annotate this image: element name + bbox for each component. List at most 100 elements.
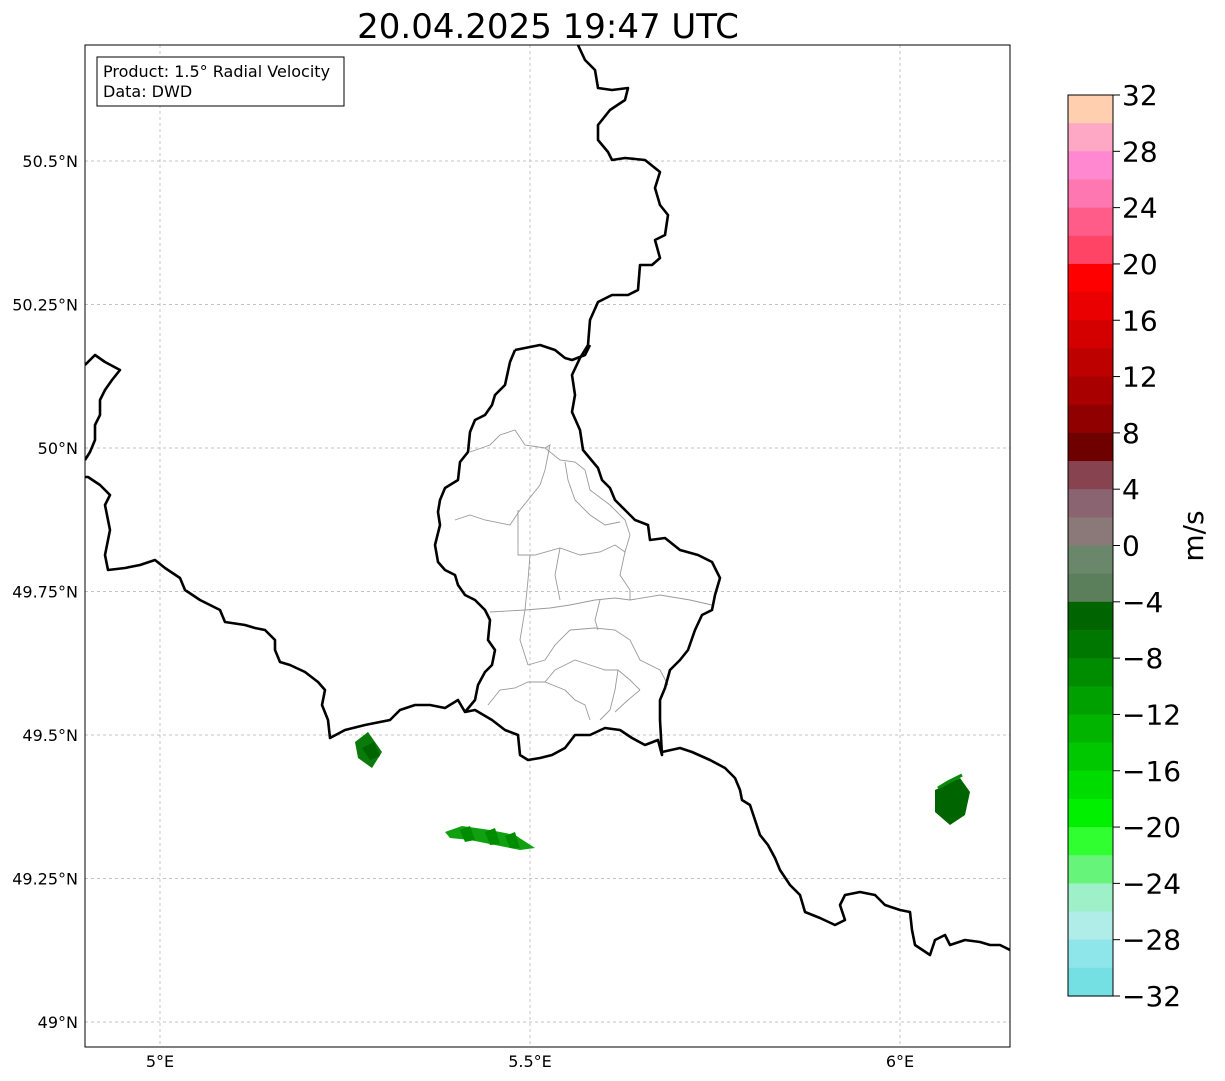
echo-pixel [1164, 385, 1169, 387]
echo-pixel [1200, 363, 1203, 367]
colorbar-tick-label-0: 32 [1122, 79, 1158, 112]
colorbar-tick-label-13: −20 [1122, 811, 1181, 844]
echo-pixel [1194, 437, 1199, 439]
echo-pixel [1163, 477, 1165, 479]
echo-cluster-south [445, 826, 535, 850]
echo-pixel [1211, 459, 1213, 461]
colorbar-segment-17 [1068, 573, 1113, 603]
echo-pixel [1166, 310, 1171, 313]
echo-pixel [1162, 421, 1165, 424]
colorbar-segment-2 [1068, 151, 1113, 181]
echo-pixel [1199, 309, 1203, 310]
echo-pixel [1151, 435, 1155, 438]
colorbar-segment-10 [1068, 376, 1113, 406]
echo-pixel [1147, 338, 1151, 340]
echo-pixel [1153, 414, 1157, 416]
echo-pixel [1209, 382, 1212, 385]
colorbar-tick-label-2: 24 [1122, 192, 1158, 225]
colorbar-segment-21 [1068, 686, 1113, 716]
colorbar-segment-8 [1068, 320, 1113, 350]
echo-pixel [1200, 262, 1204, 265]
colorbar-segment-11 [1068, 404, 1113, 434]
colorbar-segment-5 [1068, 235, 1113, 265]
colorbar-segment-25 [1068, 798, 1113, 828]
colorbar-segment-29 [1068, 911, 1113, 941]
echo-pixel [1174, 403, 1177, 407]
echo-pixel [1195, 387, 1200, 389]
colorbar-tick-label-5: 12 [1122, 361, 1158, 394]
radar-velocity-echoes [355, 262, 1224, 850]
colorbar-segment-16 [1068, 545, 1113, 575]
colorbar-segment-18 [1068, 601, 1113, 631]
echo-pixel [1209, 475, 1213, 476]
echo-pixel [1213, 323, 1217, 325]
echo-pixel [1163, 379, 1167, 381]
colorbar-segment-3 [1068, 179, 1113, 209]
echo-pixel [1139, 400, 1142, 401]
colorbar-segment-13 [1068, 461, 1113, 490]
echo-pixel [1181, 282, 1184, 285]
colorbar-segment-6 [1068, 263, 1113, 293]
lat-tick-label-3: 49.75°N [12, 583, 78, 602]
echo-pixel [1176, 342, 1181, 345]
echo-pixel [1208, 310, 1213, 312]
echo-pixel [1164, 290, 1168, 291]
colorbar-tick-label-14: −24 [1122, 867, 1181, 900]
gridlines [85, 45, 1010, 1047]
echo-pixel [1220, 327, 1224, 329]
echo-pixel [1216, 370, 1219, 372]
echo-pixel [1166, 349, 1168, 351]
echo-pixel [1159, 439, 1164, 441]
echo-pixel [1152, 402, 1156, 405]
colorbar-tick-label-1: 28 [1122, 135, 1158, 168]
colorbar-segment-9 [1068, 348, 1113, 378]
lat-tick-label-5: 49.25°N [12, 870, 78, 889]
info-box: Product: 1.5° Radial Velocity Data: DWD [96, 56, 345, 107]
lat-tick-label-6: 49°N [38, 1013, 78, 1032]
echo-pixel [1188, 307, 1191, 309]
canton-boundaries [454, 429, 713, 721]
colorbar-segment-26 [1068, 827, 1113, 856]
echo-pixel [1182, 468, 1185, 470]
echo-pixel [1162, 325, 1165, 326]
colorbar-segment-19 [1068, 629, 1113, 659]
echo-pixel [1206, 348, 1211, 351]
echo-pixel [1190, 316, 1192, 318]
echo-cluster-southeast [935, 773, 970, 825]
colorbar-unit-label: m/s [1177, 510, 1210, 561]
echo-pixel [1167, 459, 1170, 462]
echo-pixel [1174, 419, 1176, 422]
colorbar-segment-31 [1068, 967, 1113, 997]
figure-title: 20.04.2025 19:47 UTC [357, 7, 739, 47]
echo-pixel [1208, 498, 1212, 501]
colorbar-segment-15 [1068, 517, 1113, 547]
colorbar: 32 28 24 20 16 12 8 4 0 −4 −8 −12 −16 −20 −24 −28 −32 [1067, 79, 1181, 1013]
echo-pixel [1219, 315, 1221, 317]
colorbar-segment-14 [1068, 489, 1113, 518]
echo-pixel [1219, 295, 1223, 298]
lat-tick-label-4: 49.5°N [22, 726, 78, 745]
echo-pixel [1171, 376, 1174, 379]
lon-tick-label-1: 5.5°E [508, 1052, 552, 1071]
echo-pixel [1205, 280, 1208, 283]
info-source-line: Data: DWD [103, 82, 192, 101]
colorbar-tick-label-11: −12 [1122, 698, 1181, 731]
colorbar-segment-24 [1068, 770, 1113, 800]
echo-pixel [1152, 453, 1154, 455]
lon-tick-label-2: 6°E [886, 1052, 914, 1071]
colorbar-segment-1 [1068, 123, 1113, 152]
echo-pixel [1204, 372, 1206, 374]
echo-pixel [1205, 463, 1210, 466]
lon-tick-label-0: 5°E [146, 1052, 174, 1071]
colorbar-tick-label-10: −8 [1122, 642, 1163, 675]
echo-pixel [1150, 420, 1155, 423]
colorbar-tick-label-3: 20 [1122, 248, 1158, 281]
colorbar-segment-27 [1068, 855, 1113, 884]
colorbar-segment-0 [1068, 95, 1113, 124]
echo-pixel [1190, 441, 1192, 445]
echo-pixel [1159, 405, 1161, 407]
colorbar-segment-7 [1068, 292, 1113, 321]
echo-pixel [1213, 468, 1216, 470]
colorbar-tick-label-15: −28 [1122, 924, 1181, 957]
